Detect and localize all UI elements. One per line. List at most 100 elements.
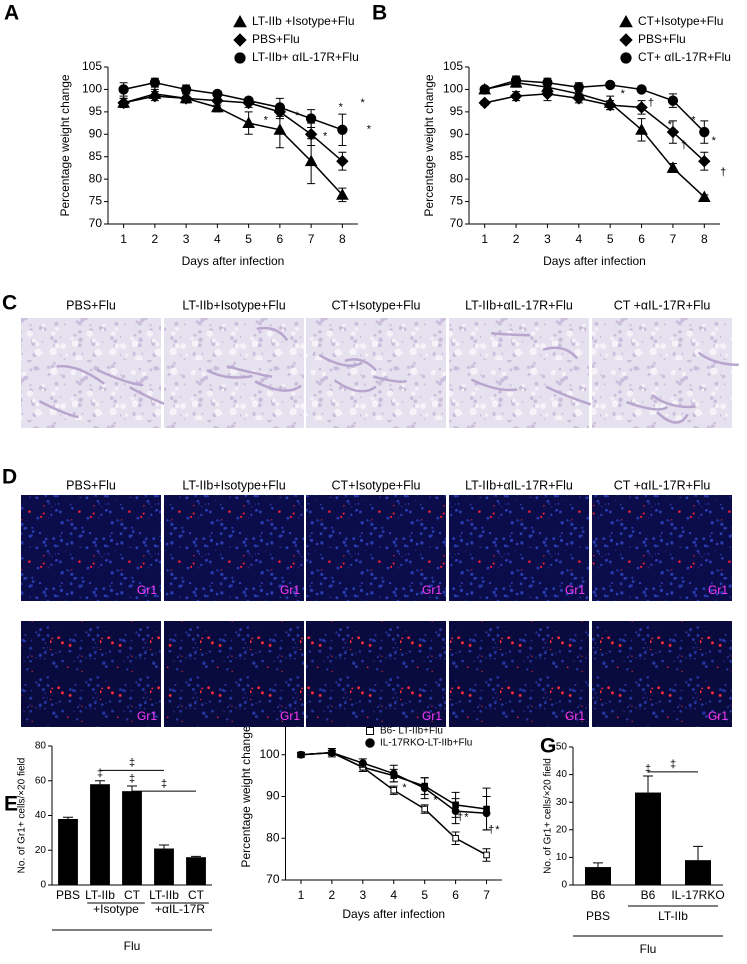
airway	[129, 386, 167, 406]
fluorescence-image	[449, 495, 589, 601]
x-axis-label: Days after infection	[342, 907, 445, 921]
significance-mark: *	[323, 130, 328, 142]
marker-open-square	[452, 834, 459, 842]
x-tick-label: 2	[152, 232, 159, 246]
x-tick-label: CT	[124, 888, 141, 902]
marker-diamond	[666, 125, 680, 139]
x-tick-label: B6	[641, 888, 656, 902]
significance-mark: *	[495, 824, 500, 836]
bar	[685, 860, 711, 885]
x-tick-label: B6	[591, 888, 606, 902]
stain-label: Gr1	[708, 583, 728, 597]
legend-label: PBS+Flu	[252, 32, 300, 46]
significance-mark: †	[457, 811, 463, 823]
significance-mark: †	[681, 139, 687, 151]
fluorescence-image	[21, 495, 161, 601]
marker-triangle	[619, 14, 633, 28]
marker-triangle	[666, 161, 680, 173]
airway	[254, 380, 302, 392]
legend-label: PBS+Flu	[638, 32, 686, 46]
y-tick-label: 0	[40, 880, 46, 891]
series-line	[123, 95, 343, 162]
group-label: +αIL-17R	[155, 902, 205, 916]
marker-diamond	[336, 154, 349, 168]
marker-diamond	[509, 89, 523, 103]
marker-triangle	[233, 14, 247, 28]
marker-triangle	[242, 116, 255, 128]
significance-mark: *	[464, 811, 469, 823]
airway	[226, 365, 273, 378]
airway	[470, 378, 518, 392]
x-tick-label: IL-17RKO	[671, 888, 724, 902]
treatment-label: Flu	[124, 939, 141, 953]
marker-circle	[305, 113, 317, 124]
fluorescence-image	[306, 495, 446, 601]
marker-circle	[234, 52, 246, 64]
significance-mark: *	[668, 119, 673, 131]
y-tick-label: 105	[82, 59, 102, 73]
marker-circle	[243, 95, 254, 106]
significance-mark: *	[712, 135, 717, 147]
marker-circle	[149, 77, 161, 88]
marker-circle	[389, 769, 398, 778]
panel-letter: A	[4, 2, 19, 25]
significance-mark: ‡	[161, 778, 167, 790]
image-label: CT +αIL-17R+Flu	[614, 298, 711, 312]
marker-circle	[620, 52, 632, 64]
significance-mark: *	[433, 795, 438, 807]
significance-mark: *	[295, 110, 300, 122]
significance-mark: *	[621, 88, 626, 100]
x-tick-label: 4	[390, 888, 397, 902]
x-tick-label: 5	[245, 232, 252, 246]
bar	[58, 818, 78, 885]
significance-mark: *	[361, 97, 366, 109]
series-line	[123, 81, 343, 131]
significance-mark: ‡	[97, 768, 103, 780]
y-tick-label: 50	[556, 742, 568, 753]
legend-label: CT+ αIL-17R+Flu	[638, 50, 731, 64]
marker-circle	[542, 77, 553, 88]
stain-label: Gr1	[708, 709, 728, 723]
y-tick-label: 20	[35, 845, 47, 856]
x-tick-label: 2	[513, 232, 520, 246]
bar	[585, 867, 611, 885]
significance-mark: ‡	[129, 757, 135, 769]
marker-open-square	[483, 851, 490, 859]
y-tick-label: 100	[259, 747, 279, 761]
histology-image	[306, 318, 446, 428]
stain-label: Gr1	[565, 583, 585, 597]
stain-label: Gr1	[280, 709, 300, 723]
airway	[697, 351, 739, 367]
marker-circle	[180, 84, 192, 95]
airway	[542, 346, 579, 360]
marker-circle	[365, 738, 375, 748]
marker-circle	[451, 807, 460, 816]
legend-label: B6- LT-IIb+Flu	[380, 726, 443, 737]
significance-mark: *	[367, 124, 372, 136]
fluorescence-image	[592, 621, 732, 727]
airway	[626, 400, 669, 411]
y-tick-label: 70	[450, 216, 464, 230]
group-label: +Isotype	[93, 902, 139, 916]
x-tick-label: 3	[359, 888, 366, 902]
y-tick-label: 80	[266, 830, 280, 844]
panel-letter: D	[2, 466, 17, 489]
group-label: PBS	[586, 909, 610, 923]
y-tick-label: 80	[89, 171, 103, 185]
image-label: PBS+Flu	[66, 298, 116, 312]
significance-mark: ‡	[670, 759, 676, 771]
y-tick-label: 95	[89, 104, 103, 118]
y-tick-label: 75	[450, 194, 464, 208]
x-tick-label: PBS	[56, 888, 80, 902]
y-tick-label: 100	[443, 82, 463, 96]
image-label: LT-IIb+Isotype+Flu	[182, 298, 285, 312]
x-tick-label: 7	[308, 232, 315, 246]
x-tick-label: 3	[183, 232, 190, 246]
significance-mark: †	[488, 824, 494, 836]
x-tick-label: 8	[339, 232, 346, 246]
marker-triangle	[635, 123, 648, 135]
series-line	[123, 93, 343, 196]
marker-diamond	[117, 96, 130, 110]
stain-label: Gr1	[422, 583, 442, 597]
group-label: LT-IIb	[658, 909, 688, 923]
